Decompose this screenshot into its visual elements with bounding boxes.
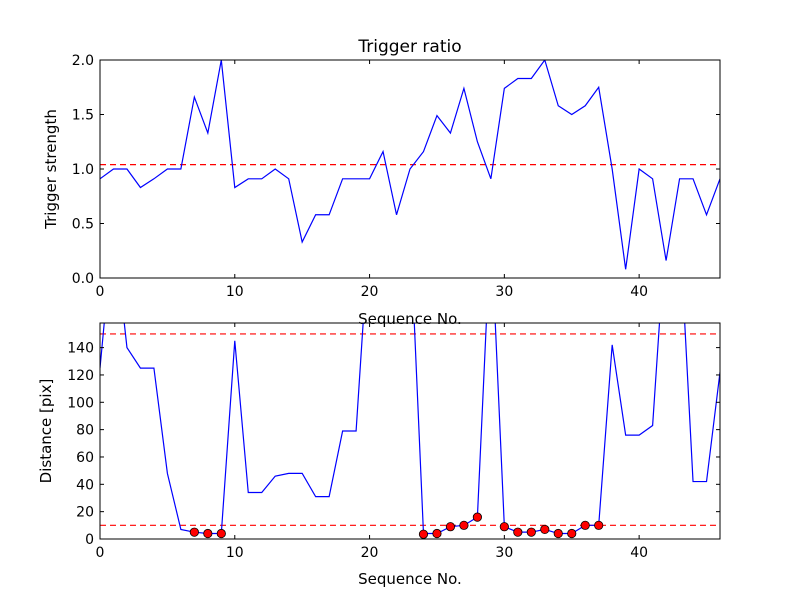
bottom-x-tick-label: 20 bbox=[361, 545, 379, 561]
bottom-y-tick-label: 100 bbox=[67, 395, 94, 411]
bottom-data-marker bbox=[513, 527, 523, 537]
bottom-x-tick-label: 10 bbox=[226, 545, 244, 561]
bottom-data-marker bbox=[553, 528, 563, 539]
bottom-data-marker bbox=[459, 520, 469, 530]
bottom-x-tick-label: 30 bbox=[495, 545, 513, 561]
top-y-tick-label: 2.0 bbox=[72, 53, 94, 69]
top-x-tick-label: 30 bbox=[495, 284, 513, 300]
top-x-tick-label: 0 bbox=[96, 284, 105, 300]
top-x-tick-label: 40 bbox=[630, 284, 648, 300]
bottom-y-tick-label: 140 bbox=[67, 341, 94, 357]
top-y-tick-label: 1.5 bbox=[72, 108, 94, 124]
bottom-data-marker bbox=[499, 522, 509, 532]
bottom-data-marker bbox=[432, 528, 442, 539]
bottom-data-marker bbox=[189, 527, 199, 537]
bottom-data-marker bbox=[526, 527, 536, 537]
bottom-y-tick-label: 40 bbox=[76, 477, 94, 493]
bottom-data-marker bbox=[472, 512, 482, 522]
top-y-axis-label: Trigger strength bbox=[42, 109, 60, 230]
top-chart-title: Trigger ratio bbox=[357, 37, 461, 57]
bottom-plot-frame bbox=[99, 322, 721, 540]
bottom-y-tick-label: 0 bbox=[85, 532, 94, 548]
bottom-data-marker bbox=[445, 522, 456, 532]
top-x-tick-label: 10 bbox=[226, 284, 244, 300]
top-x-tick-label: 20 bbox=[361, 284, 379, 300]
bottom-x-tick-label: 40 bbox=[630, 545, 648, 561]
top-y-tick-label: 0.0 bbox=[72, 271, 94, 287]
bottom-data-marker bbox=[580, 520, 590, 530]
bottom-x-axis-label: Sequence No. bbox=[358, 570, 462, 588]
bottom-data-marker bbox=[540, 524, 550, 535]
bottom-panel: 0 10 20 30 40 0 20 40 60 80 100 120 140 Sequence No.… bbox=[37, 322, 721, 588]
bottom-y-tick-label: 120 bbox=[67, 368, 94, 384]
bottom-data-marker bbox=[594, 520, 604, 530]
top-y-tick-label: 0.5 bbox=[72, 217, 94, 233]
bottom-y-tick-label: 20 bbox=[76, 505, 94, 521]
bottom-data-marker bbox=[567, 528, 577, 539]
bottom-data-marker bbox=[418, 529, 429, 539]
bottom-y-tick-label: 80 bbox=[76, 423, 94, 439]
bottom-data-marker bbox=[216, 528, 226, 539]
top-panel: Trigger ratio 0 10 20 30 400.00.51.01.52.0 S… bbox=[42, 37, 721, 328]
bottom-y-tick-label: 60 bbox=[76, 450, 94, 466]
bottom-y-axis-label: Distance [pix] bbox=[37, 379, 55, 484]
bottom-data-marker bbox=[203, 528, 213, 539]
top-y-tick-label: 1.0 bbox=[72, 162, 94, 178]
top-series-line-0 bbox=[100, 60, 720, 270]
bottom-x-tick-label: 0 bbox=[96, 545, 105, 561]
